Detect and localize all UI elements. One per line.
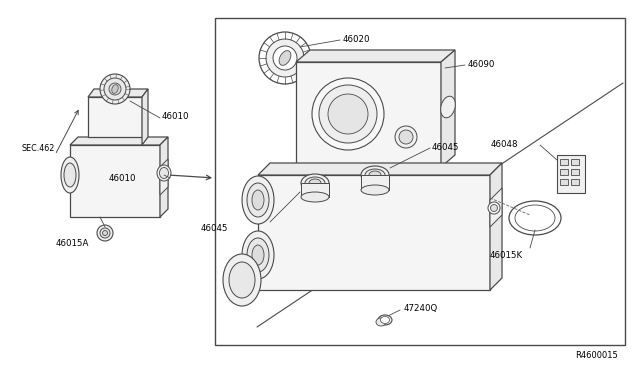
Polygon shape [160,137,168,217]
Text: 46020: 46020 [343,35,371,44]
Ellipse shape [109,83,121,95]
Ellipse shape [223,254,261,306]
Text: 46045: 46045 [200,224,228,232]
Ellipse shape [301,174,329,192]
Polygon shape [296,62,441,167]
Ellipse shape [242,176,274,224]
Polygon shape [142,89,148,145]
Text: 46015A: 46015A [56,238,90,247]
Text: 46015K: 46015K [490,250,523,260]
Ellipse shape [312,78,384,150]
Ellipse shape [102,231,108,235]
Text: SEC.462: SEC.462 [22,144,56,153]
Ellipse shape [441,96,455,118]
Ellipse shape [365,169,385,181]
Polygon shape [490,188,502,227]
Polygon shape [70,145,160,217]
Ellipse shape [381,317,390,324]
Ellipse shape [100,228,110,238]
Bar [215,18,625,345]
Bar [571,159,579,165]
Polygon shape [88,97,142,137]
Ellipse shape [266,39,304,77]
Ellipse shape [112,85,118,93]
Ellipse shape [100,74,130,104]
Bar [571,179,579,185]
Polygon shape [160,159,168,195]
Text: 46045: 46045 [432,142,460,151]
Ellipse shape [64,163,76,187]
Ellipse shape [376,318,386,326]
Ellipse shape [159,167,168,179]
Ellipse shape [305,177,325,189]
Ellipse shape [361,185,389,195]
Ellipse shape [378,315,392,325]
Ellipse shape [515,205,555,231]
Polygon shape [258,163,502,175]
Polygon shape [258,175,490,290]
Ellipse shape [247,238,269,272]
Ellipse shape [301,192,329,202]
Ellipse shape [273,46,297,70]
Ellipse shape [104,78,126,100]
Text: R4600015: R4600015 [575,352,618,360]
Ellipse shape [328,94,368,134]
Text: 46010: 46010 [162,112,189,121]
Ellipse shape [488,202,500,214]
Ellipse shape [490,205,497,212]
Polygon shape [70,137,168,145]
Ellipse shape [259,32,311,84]
Ellipse shape [247,183,269,217]
Bar [301,183,329,197]
Ellipse shape [399,130,413,144]
Ellipse shape [319,85,377,143]
Bar [557,155,585,193]
Ellipse shape [395,126,417,148]
Polygon shape [490,163,502,290]
Text: 46090: 46090 [468,60,495,68]
Ellipse shape [279,51,291,65]
Ellipse shape [509,201,561,235]
Polygon shape [441,50,455,167]
Ellipse shape [361,166,389,184]
Text: 46010: 46010 [109,173,136,183]
Bar [560,169,568,175]
Ellipse shape [157,165,171,181]
Ellipse shape [97,225,113,241]
Bar [560,179,568,185]
Ellipse shape [369,171,381,179]
Ellipse shape [309,179,321,187]
Ellipse shape [252,245,264,265]
Ellipse shape [242,231,274,279]
Bar [560,159,568,165]
Ellipse shape [61,157,79,193]
Ellipse shape [229,262,255,298]
Bar [361,175,389,190]
Polygon shape [88,89,148,97]
Ellipse shape [252,190,264,210]
Text: 46048: 46048 [490,140,518,148]
Polygon shape [296,50,455,62]
Bar [571,169,579,175]
Text: 47240Q: 47240Q [404,305,438,314]
